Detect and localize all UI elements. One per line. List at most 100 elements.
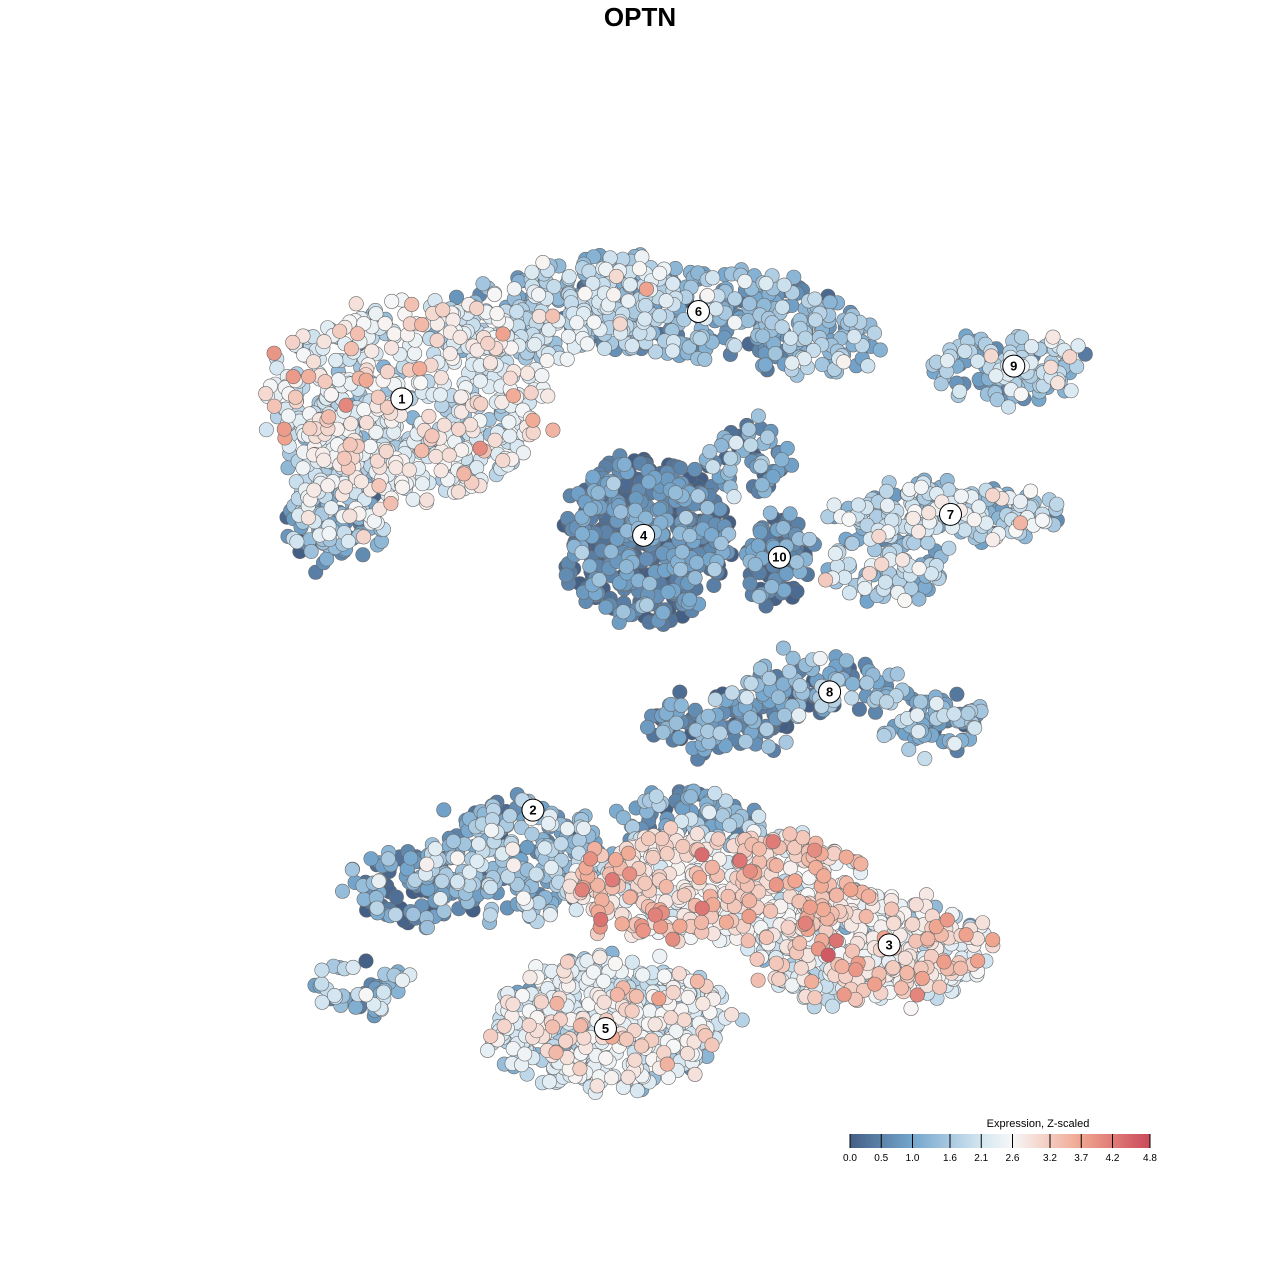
cell-point bbox=[704, 859, 720, 875]
cell-point bbox=[449, 850, 465, 866]
cell-point bbox=[628, 988, 644, 1004]
cell-point bbox=[674, 544, 690, 560]
cell-point bbox=[910, 524, 926, 540]
cell-point bbox=[761, 670, 777, 686]
cell-point bbox=[533, 994, 549, 1010]
cell-point bbox=[658, 879, 674, 895]
cell-point bbox=[482, 355, 498, 371]
cell-point bbox=[421, 408, 437, 424]
cell-point bbox=[910, 724, 926, 740]
cell-point bbox=[276, 421, 292, 437]
cell-point bbox=[758, 929, 774, 945]
cell-point bbox=[388, 889, 404, 905]
cell-point bbox=[971, 499, 987, 515]
cell-point bbox=[751, 808, 767, 824]
cell-point bbox=[787, 873, 803, 889]
cell-point bbox=[775, 520, 791, 536]
cell-point bbox=[502, 808, 518, 824]
cell-point bbox=[543, 859, 559, 875]
cell-point bbox=[939, 353, 955, 369]
cell-point bbox=[495, 326, 511, 342]
cell-point bbox=[929, 695, 945, 711]
cell-point bbox=[985, 932, 1001, 948]
cell-point bbox=[414, 443, 430, 459]
cell-point bbox=[635, 967, 651, 983]
cell-point bbox=[525, 412, 541, 428]
cell-point bbox=[702, 444, 718, 460]
cell-point bbox=[523, 385, 539, 401]
cell-point bbox=[348, 296, 364, 312]
cell-point bbox=[667, 485, 683, 501]
cell-point bbox=[394, 479, 410, 495]
cell-point bbox=[763, 903, 779, 919]
cell-point bbox=[614, 916, 630, 932]
cell-point bbox=[700, 708, 716, 724]
cell-point bbox=[807, 990, 823, 1006]
cell-point bbox=[647, 1016, 663, 1032]
cell-point bbox=[344, 862, 360, 878]
cell-point bbox=[687, 461, 703, 477]
cell-point bbox=[353, 474, 369, 490]
cell-point bbox=[846, 329, 862, 345]
cell-point bbox=[616, 456, 632, 472]
cell-point bbox=[596, 973, 612, 989]
cell-point bbox=[642, 1003, 658, 1019]
cell-point bbox=[920, 931, 936, 947]
cell-point bbox=[495, 452, 511, 468]
cell-point bbox=[583, 501, 599, 517]
cluster-label-8: 8 bbox=[818, 680, 842, 704]
cell-point bbox=[371, 478, 387, 494]
cell-point bbox=[752, 524, 768, 540]
cell-point bbox=[816, 868, 832, 884]
cell-point bbox=[848, 962, 864, 978]
cell-point bbox=[765, 834, 781, 850]
cell-point bbox=[370, 389, 386, 405]
cell-point bbox=[946, 706, 962, 722]
cell-point bbox=[1062, 349, 1078, 365]
cell-point bbox=[836, 987, 852, 1003]
cell-point bbox=[350, 326, 366, 342]
legend-tick-label: 2.1 bbox=[974, 1153, 988, 1164]
cell-point bbox=[404, 296, 420, 312]
cell-point bbox=[857, 580, 873, 596]
cell-point bbox=[705, 270, 721, 286]
cell-point bbox=[524, 826, 540, 842]
cell-point bbox=[549, 995, 565, 1011]
cell-point bbox=[727, 338, 743, 354]
cell-point bbox=[1043, 359, 1059, 375]
cluster-label-2: 2 bbox=[521, 798, 545, 822]
cell-point bbox=[908, 897, 924, 913]
cell-point bbox=[797, 915, 813, 931]
cell-point bbox=[483, 879, 499, 895]
cell-point bbox=[355, 547, 371, 563]
cell-point bbox=[1050, 375, 1066, 391]
cell-point bbox=[911, 560, 927, 576]
cell-point bbox=[727, 719, 743, 735]
cell-point bbox=[609, 531, 625, 547]
cell-point bbox=[633, 1038, 649, 1054]
cell-point bbox=[613, 504, 629, 520]
cell-point bbox=[671, 730, 687, 746]
cell-point bbox=[871, 528, 887, 544]
cell-point bbox=[792, 935, 808, 951]
cell-point bbox=[618, 1031, 634, 1047]
cell-point bbox=[776, 277, 792, 293]
cell-point bbox=[741, 908, 757, 924]
cell-point bbox=[750, 538, 766, 554]
cluster-label-9: 9 bbox=[1002, 354, 1026, 378]
color-legend: Expression, Z-scaled 0.0 0.5 1.0 1.6 2.1 2.6 3… bbox=[843, 1118, 1157, 1164]
cell-point bbox=[1000, 399, 1016, 415]
cell-point bbox=[641, 474, 657, 490]
cell-point bbox=[317, 374, 333, 390]
cell-point bbox=[345, 959, 361, 975]
cell-point bbox=[761, 739, 777, 755]
cell-point bbox=[328, 352, 344, 368]
cell-point bbox=[665, 931, 681, 947]
cell-point bbox=[953, 488, 969, 504]
cell-point bbox=[743, 675, 759, 691]
cell-point bbox=[266, 345, 282, 361]
cell-point bbox=[596, 994, 612, 1010]
cell-point bbox=[559, 954, 575, 970]
cell-point bbox=[522, 969, 538, 985]
